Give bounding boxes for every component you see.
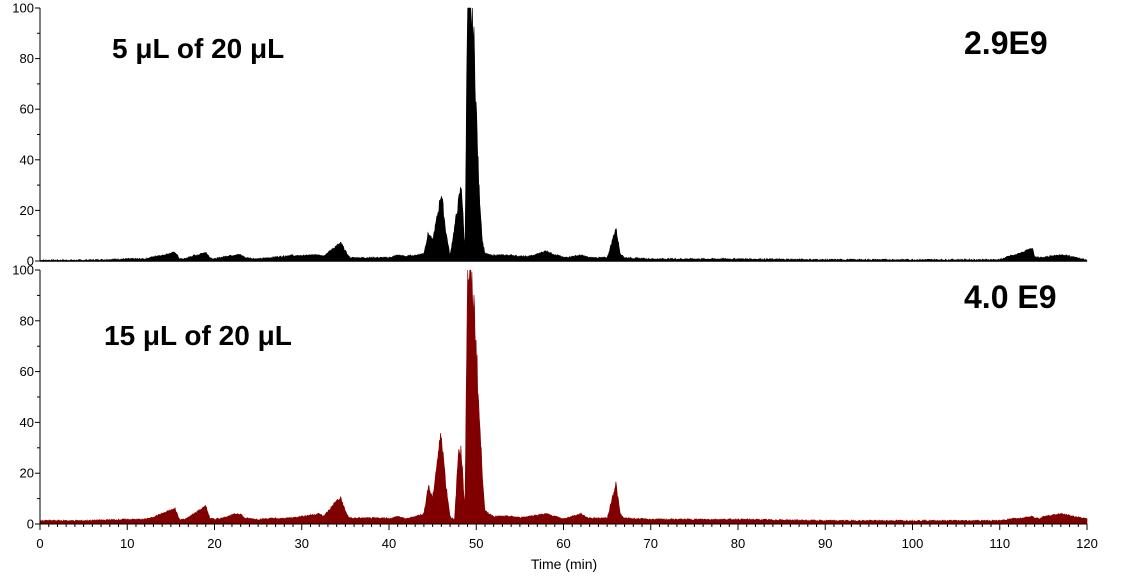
top-panel: 0 20 40 60 80 100 5 μL of 20 μL 2.9E9 [12, 1, 1088, 269]
bottom-panel: 0 20 40 60 80 100 15 μL of 20 μL 4.0 E9 [12, 263, 1088, 532]
top-y-ticks: 0 20 40 60 80 100 [12, 1, 40, 269]
x-tick-label: 0 [36, 536, 43, 551]
top-y-tick-label: 100 [12, 1, 34, 16]
top-panel-label: 5 μL of 20 μL [112, 33, 284, 64]
bottom-y-tick-label: 60 [20, 364, 34, 379]
bottom-trace-group [39, 269, 1088, 525]
x-tick-label: 120 [1076, 536, 1098, 551]
x-tick-label: 60 [556, 536, 570, 551]
top-intensity-label: 2.9E9 [964, 25, 1048, 61]
top-y-tick-label: 40 [20, 152, 34, 167]
top-y-tick-label: 80 [20, 51, 34, 66]
bottom-chromatogram-trace [39, 269, 1088, 525]
top-y-tick-label: 20 [20, 203, 34, 218]
bottom-y-tick-label: 0 [27, 517, 34, 532]
x-axis-ticks: 0 10 20 30 40 50 60 70 80 90 100 110 120 [36, 524, 1098, 551]
x-tick-label: 30 [295, 536, 309, 551]
x-tick-label: 80 [731, 536, 745, 551]
x-tick-label: 110 [989, 536, 1010, 551]
top-y-tick-label: 60 [20, 102, 34, 117]
x-tick-label: 10 [120, 536, 134, 551]
x-tick-label: 50 [469, 536, 483, 551]
bottom-y-ticks: 0 20 40 60 80 100 [12, 263, 40, 532]
x-axis-title: Time (min) [531, 556, 597, 572]
bottom-y-tick-label: 40 [20, 415, 34, 430]
bottom-y-tick-label: 20 [20, 466, 34, 481]
bottom-y-tick-label: 100 [12, 263, 34, 278]
x-tick-label: 20 [207, 536, 221, 551]
x-tick-label: 90 [818, 536, 832, 551]
x-tick-label: 40 [382, 536, 396, 551]
x-tick-label: 70 [644, 536, 658, 551]
bottom-panel-label: 15 μL of 20 μL [104, 320, 292, 351]
top-y-tick-label: 0 [27, 254, 34, 269]
x-tick-label: 100 [902, 536, 924, 551]
bottom-intensity-label: 4.0 E9 [964, 279, 1057, 315]
bottom-y-tick-label: 80 [20, 313, 34, 328]
